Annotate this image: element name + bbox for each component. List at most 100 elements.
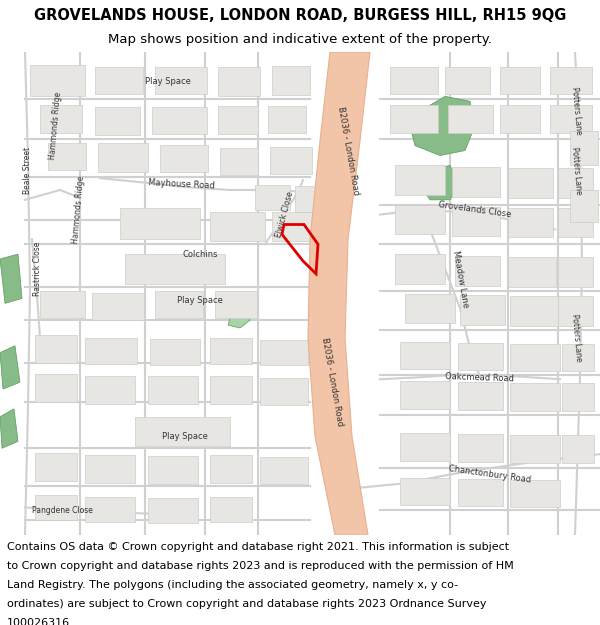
Bar <box>510 383 560 411</box>
Polygon shape <box>410 96 475 156</box>
Bar <box>400 381 450 409</box>
Bar <box>460 296 505 325</box>
Bar <box>210 338 252 364</box>
Bar <box>35 374 77 402</box>
Bar <box>92 292 144 320</box>
Text: Chanctonbury Road: Chanctonbury Road <box>448 464 532 484</box>
Bar <box>220 148 258 175</box>
Text: 100026316.: 100026316. <box>7 618 74 625</box>
Polygon shape <box>0 346 20 389</box>
Bar <box>272 66 310 96</box>
Text: Map shows position and indicative extent of the property.: Map shows position and indicative extent… <box>108 32 492 46</box>
Bar <box>295 186 323 212</box>
Text: Mayhouse Road: Mayhouse Road <box>148 178 215 191</box>
Polygon shape <box>0 409 18 448</box>
Bar <box>210 455 252 482</box>
Bar <box>458 382 503 410</box>
Bar <box>210 376 252 404</box>
Bar <box>35 453 77 481</box>
Bar <box>120 208 200 239</box>
Text: Rastrick Close: Rastrick Close <box>34 242 43 296</box>
Text: ordinates) are subject to Crown copyright and database rights 2023 Ordnance Surv: ordinates) are subject to Crown copyrigh… <box>7 599 487 609</box>
Bar <box>510 344 560 371</box>
Bar <box>395 254 445 284</box>
Bar <box>268 106 306 133</box>
Text: Play Space: Play Space <box>145 77 191 86</box>
Bar <box>395 166 445 195</box>
Bar <box>400 478 450 506</box>
Bar <box>98 142 148 172</box>
Bar <box>35 494 77 520</box>
Bar <box>452 207 500 236</box>
Bar <box>395 205 445 234</box>
Bar <box>570 131 598 166</box>
Bar <box>155 67 207 94</box>
Bar <box>400 434 450 461</box>
Bar <box>218 106 258 134</box>
Bar <box>272 212 312 241</box>
Bar <box>452 168 500 197</box>
Bar <box>95 67 143 94</box>
Bar <box>155 291 203 318</box>
Bar <box>562 344 594 371</box>
Bar <box>455 256 500 286</box>
Text: Play Space: Play Space <box>177 296 223 305</box>
Text: Potters Lane: Potters Lane <box>571 314 584 362</box>
Bar <box>85 376 135 404</box>
Text: Hammonds Ridge: Hammonds Ridge <box>47 92 62 160</box>
Bar <box>152 107 207 134</box>
Bar <box>508 257 556 287</box>
Bar <box>508 208 553 238</box>
Bar <box>40 291 85 318</box>
Bar <box>215 291 257 318</box>
Text: Land Registry. The polygons (including the associated geometry, namely x, y co-: Land Registry. The polygons (including t… <box>7 580 458 590</box>
Bar <box>458 434 503 462</box>
Text: Elwick Close: Elwick Close <box>275 191 295 239</box>
Text: GROVELANDS HOUSE, LONDON ROAD, BURGESS HILL, RH15 9QG: GROVELANDS HOUSE, LONDON ROAD, BURGESS H… <box>34 8 566 23</box>
Bar <box>260 378 308 405</box>
Bar <box>260 340 308 366</box>
Bar <box>558 296 593 326</box>
Bar <box>135 417 230 446</box>
Bar <box>148 376 198 404</box>
Bar <box>218 67 260 96</box>
Text: Meadow Lane: Meadow Lane <box>451 249 469 308</box>
Bar <box>570 190 598 221</box>
Bar <box>150 339 200 366</box>
Bar <box>40 105 82 133</box>
Bar <box>148 498 198 523</box>
Bar <box>400 342 450 369</box>
Bar <box>508 168 553 198</box>
Polygon shape <box>0 254 22 303</box>
Bar <box>160 144 208 172</box>
Bar <box>390 105 438 133</box>
Bar <box>500 67 540 94</box>
Text: Oakcmead Road: Oakcmead Road <box>445 372 515 383</box>
Text: B2036 - London Road: B2036 - London Road <box>336 106 360 196</box>
Text: Contains OS data © Crown copyright and database right 2021. This information is : Contains OS data © Crown copyright and d… <box>7 542 509 552</box>
Text: to Crown copyright and database rights 2023 and is reproduced with the permissio: to Crown copyright and database rights 2… <box>7 561 514 571</box>
Bar <box>125 254 225 284</box>
Bar <box>255 185 290 210</box>
Bar <box>500 105 540 133</box>
Bar <box>458 479 503 506</box>
Bar <box>390 67 438 94</box>
Bar <box>85 496 135 522</box>
Bar <box>48 142 86 170</box>
Text: Colchins: Colchins <box>182 249 218 259</box>
Bar <box>95 107 140 135</box>
Bar <box>510 436 560 463</box>
Bar <box>85 455 135 482</box>
Bar <box>558 208 593 238</box>
Bar <box>148 456 198 484</box>
Bar <box>550 67 592 94</box>
Bar <box>85 338 137 364</box>
Bar <box>405 294 455 323</box>
Bar <box>558 168 593 198</box>
Bar <box>562 436 594 463</box>
Bar <box>562 383 594 411</box>
Bar <box>558 257 593 287</box>
Bar <box>550 105 592 133</box>
Text: Hammonds Ridge: Hammonds Ridge <box>71 176 85 244</box>
Text: Potters Lane: Potters Lane <box>571 87 584 136</box>
